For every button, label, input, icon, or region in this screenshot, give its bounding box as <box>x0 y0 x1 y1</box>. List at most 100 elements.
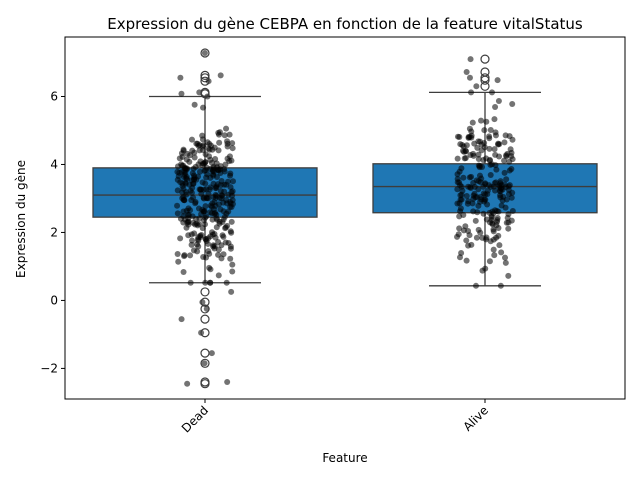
strip-point <box>493 166 500 173</box>
x-tick-label-dead: Dead <box>179 403 211 435</box>
strip-point <box>475 178 482 185</box>
strip-point <box>505 225 512 232</box>
strip-point <box>216 220 223 227</box>
strip-point <box>230 178 236 185</box>
strip-point <box>209 168 216 175</box>
strip-point <box>184 380 191 387</box>
strip-point <box>183 191 190 198</box>
strip-point <box>205 145 212 152</box>
strip-point <box>192 221 199 228</box>
strip-point <box>468 132 475 139</box>
strip-point <box>486 258 493 265</box>
strip-point <box>211 210 218 217</box>
plot-area: −2 0 2 4 6 Dead Alive <box>40 36 626 435</box>
strip-point <box>494 217 501 224</box>
outlier-marker <box>200 70 210 81</box>
outlier-marker <box>200 89 210 99</box>
strip-point <box>459 142 466 149</box>
strip-point <box>496 242 503 249</box>
strip-point <box>226 153 233 160</box>
strip-point <box>456 213 463 220</box>
strip-point <box>212 195 219 202</box>
strip-point <box>183 156 190 163</box>
strip-point <box>475 151 482 158</box>
strip-point <box>454 186 461 193</box>
y-tick-label: 2 <box>50 225 58 239</box>
strip-point <box>188 136 195 143</box>
strip-point <box>202 279 209 286</box>
strip-point <box>191 149 198 156</box>
strip-point <box>474 144 481 151</box>
y-tick-label: −2 <box>40 361 58 375</box>
strip-point <box>217 166 224 173</box>
strip-point <box>201 167 208 174</box>
strip-point <box>197 168 203 175</box>
y-tick-label: 6 <box>50 89 58 103</box>
strip-point <box>228 218 235 225</box>
strip-point <box>465 183 472 190</box>
strip-point <box>228 189 235 196</box>
strip-point <box>180 147 187 154</box>
strip-point <box>469 200 476 207</box>
strip-point <box>194 241 201 248</box>
strip-point <box>188 231 195 238</box>
strip-point <box>490 246 497 253</box>
strip-point <box>180 213 187 220</box>
strip-point <box>466 74 473 81</box>
strip-point <box>481 127 488 134</box>
strip-point <box>492 132 499 139</box>
strip-point <box>225 239 232 246</box>
strip-point <box>227 255 234 262</box>
strip-point <box>468 173 475 180</box>
outlier-marker <box>200 287 210 297</box>
strip-point <box>203 254 210 261</box>
strip-point <box>461 155 468 162</box>
strip-point <box>174 163 181 170</box>
strip-point <box>216 139 223 146</box>
strip-point <box>502 184 509 191</box>
strip-point <box>207 279 214 286</box>
strip-point <box>486 157 493 164</box>
strip-point <box>200 208 207 215</box>
strip-point <box>221 168 228 175</box>
strip-point <box>211 144 218 151</box>
strip-point <box>476 163 483 170</box>
strip-point <box>497 178 504 185</box>
strip-point <box>200 195 207 202</box>
strip-point <box>496 183 503 190</box>
strip-point <box>188 197 195 204</box>
strip-point <box>216 201 222 208</box>
strip-point <box>199 299 206 306</box>
strip-point <box>475 156 482 163</box>
strip-point <box>210 243 217 250</box>
y-tick-label: 4 <box>50 157 58 171</box>
strip-point <box>457 196 464 203</box>
strip-point <box>220 233 227 240</box>
plot-frame <box>64 36 626 400</box>
strip-point <box>174 202 181 209</box>
strip-point <box>489 89 495 96</box>
strip-point <box>479 234 486 241</box>
strip-point <box>227 200 234 207</box>
strip-point <box>454 155 461 162</box>
strip-point <box>174 251 181 258</box>
strip-point <box>460 174 467 181</box>
outlier-marker <box>480 54 490 64</box>
strip-point <box>501 139 508 146</box>
strip-point <box>228 288 235 295</box>
strip-point <box>187 207 194 214</box>
strip-point <box>491 116 498 123</box>
strip-point <box>472 194 479 201</box>
strip-point <box>476 172 483 179</box>
strip-point <box>229 261 236 268</box>
strip-point <box>207 174 214 181</box>
strip-point <box>191 101 198 108</box>
strip-point <box>201 49 208 56</box>
strip-point <box>206 186 213 193</box>
strip-point <box>488 217 495 224</box>
strip-point <box>219 192 226 199</box>
strip-point <box>468 89 475 96</box>
strip-point <box>486 135 493 142</box>
strip-point <box>212 155 219 162</box>
